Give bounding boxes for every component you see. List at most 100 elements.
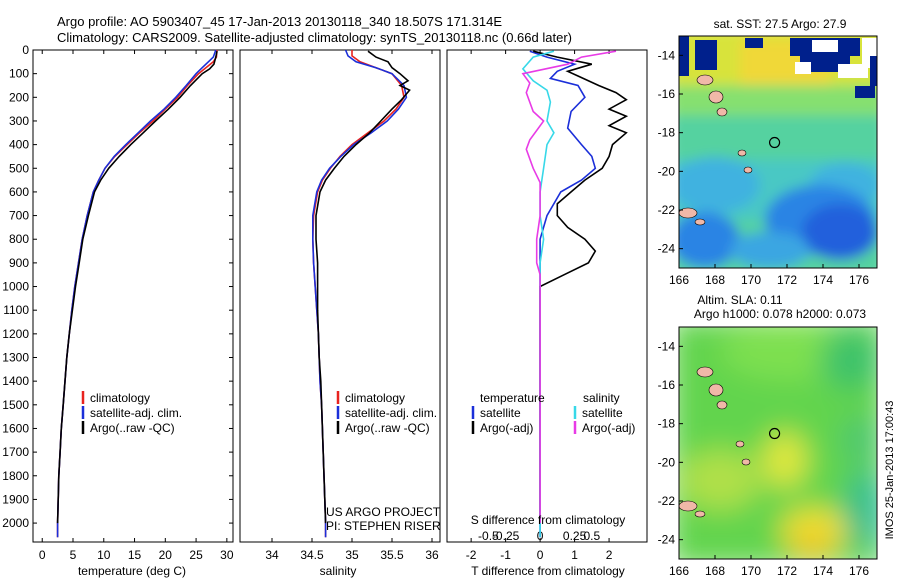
x-tick-label: -1 — [500, 548, 511, 562]
x-tick-label: 36 — [425, 548, 439, 562]
difference-xlabel-top: S difference from climatology — [471, 513, 626, 527]
pi-annotation: PI: STEPHEN RISER — [326, 519, 441, 533]
map-y-tick-label: -14 — [658, 339, 676, 353]
map-x-tick-label: 170 — [741, 564, 761, 578]
map-y-tick-label: -20 — [658, 164, 676, 178]
y-tick-label: 200 — [9, 90, 29, 104]
y-tick-label: 1900 — [2, 492, 29, 506]
difference-panel: -2 -1 0 1 2-0.25 0 0.25-0.5 0.5 T difference fr… — [446, 49, 648, 578]
map-y-tick-label: -24 — [658, 242, 676, 256]
map-x-tick-label: 172 — [777, 564, 797, 578]
series-line-salinity-argo — [521, 50, 617, 524]
x-tick-label: 35.5 — [380, 548, 404, 562]
map-y-tick-label: -18 — [658, 126, 676, 140]
legend-label-salinity-argo: Argo(-adj) — [582, 421, 635, 435]
project-annotation: US ARGO PROJECT — [326, 505, 441, 519]
x-tick-label: 5 — [70, 548, 77, 562]
legend-label-climatology: climatology — [345, 391, 405, 405]
map-x-tick-label: 170 — [741, 273, 761, 287]
series-line-temperature-satellite — [529, 50, 597, 538]
sst-map-frame — [678, 35, 878, 269]
sst-field-background — [679, 36, 877, 268]
map-y-tick-label: -22 — [658, 203, 676, 217]
s-tick-label: 0.25 — [563, 529, 587, 543]
salinity-panel: 34 34.5 35 35.5 36 salinity climatology sate… — [239, 49, 441, 578]
sla-map-frame — [678, 326, 878, 560]
x-tick-label: 15 — [128, 548, 142, 562]
y-tick-label: 0 — [22, 43, 29, 57]
x-tick-label: 30 — [220, 548, 234, 562]
y-tick-label: 1400 — [2, 374, 29, 388]
legend-label-salinity-satellite: satellite — [582, 406, 623, 420]
legend-label-temperature-satellite: satellite — [480, 406, 521, 420]
map-y-tick-label: -16 — [658, 87, 676, 101]
y-tick-label: 700 — [9, 209, 29, 223]
s-tick-label: 0.5 — [583, 529, 600, 543]
y-tick-label: 600 — [9, 185, 29, 199]
sst-islands — [679, 74, 753, 226]
x-tick-label: 2 — [606, 548, 613, 562]
x-tick-label: 20 — [159, 548, 173, 562]
y-tick-label: 900 — [9, 256, 29, 270]
sst-map-ticks: 166 168 170 172 174 176 -14 -16 -18 -20 -22 -24 — [658, 48, 870, 287]
difference-xlabel: T difference from climatology — [471, 564, 625, 578]
sst-map: sat. SST: 27.5 Argo: 27.9 — [658, 17, 878, 287]
timestamp: IMOS 25-Jan-2013 17:00:43 — [884, 401, 896, 540]
temperature-xlabel: temperature (deg C) — [78, 564, 186, 578]
temperature-x-ticks: 0 5 10 15 20 25 30 — [39, 50, 234, 562]
map-y-tick-label: -24 — [658, 533, 676, 547]
x-tick-label: 0 — [39, 548, 46, 562]
y-tick-label: 1800 — [2, 469, 29, 483]
y-tick-label: 1200 — [2, 327, 29, 341]
sla-islands — [679, 366, 751, 518]
map-x-tick-label: 174 — [813, 564, 833, 578]
legend-label-climatology: climatology — [90, 391, 150, 405]
difference-legend: temperature salinity satellite Argo(-adj… — [471, 391, 635, 435]
y-tick-label: 1500 — [2, 398, 29, 412]
map-y-tick-label: -14 — [658, 48, 676, 62]
map-y-tick-label: -22 — [658, 494, 676, 508]
salinity-legend: climatology satellite-adj. clim. Argo(..… — [336, 391, 437, 435]
sst-missing-data — [679, 36, 877, 98]
difference-lines — [521, 50, 629, 538]
difference-x-ticks: -2 -1 0 1 2-0.25 0 0.25-0.5 0.5 — [466, 50, 613, 562]
x-tick-label: -2 — [466, 548, 477, 562]
x-tick-label: 25 — [189, 548, 203, 562]
legend-header-salinity: salinity — [583, 391, 620, 405]
map-x-tick-label: 168 — [705, 564, 725, 578]
legend-label-argo: Argo(..raw -QC) — [345, 421, 430, 435]
salinity-lines — [311, 49, 411, 538]
s-tick-label: -0.5 — [478, 529, 499, 543]
map-x-tick-label: 166 — [669, 564, 689, 578]
title-line-2: Climatology: CARS2009. Satellite-adjuste… — [57, 30, 572, 45]
x-tick-label: 10 — [97, 548, 111, 562]
series-line-temperature-argo — [533, 50, 629, 524]
series-line-argo — [315, 50, 411, 524]
y-tick-label: 300 — [9, 114, 29, 128]
s-tick-label: -0.25 — [492, 529, 520, 543]
salinity-x-ticks: 34 34.5 35 35.5 36 — [265, 50, 439, 562]
map-x-tick-label: 176 — [849, 564, 869, 578]
legend-label-argo: Argo(..raw -QC) — [90, 421, 175, 435]
legend-label-temperature-argo: Argo(-adj) — [480, 421, 533, 435]
map-x-tick-label: 166 — [669, 273, 689, 287]
sla-field-background — [679, 327, 877, 559]
y-tick-label: 1700 — [2, 445, 29, 459]
y-tick-label: 500 — [9, 161, 29, 175]
x-tick-label: 34 — [265, 548, 279, 562]
sla-map: Altim. SLA: 0.11 Argo h1000: 0.078 h2000… — [658, 293, 878, 578]
map-x-tick-label: 176 — [849, 273, 869, 287]
sla-map-ticks: 166 168 170 172 174 176 -14 -16 -18 -20 -22 -24 — [658, 339, 870, 578]
y-tick-label: 2000 — [2, 516, 29, 530]
title-line-1: Argo profile: AO 5903407_45 17-Jan-2013 … — [57, 14, 502, 29]
temperature-frame — [32, 49, 234, 543]
y-tick-label: 1300 — [2, 351, 29, 365]
y-tick-label: 400 — [9, 138, 29, 152]
legend-header-temperature: temperature — [480, 391, 545, 405]
x-tick-label: 0 — [537, 548, 544, 562]
temperature-lines — [56, 49, 218, 538]
temperature-panel: 0 5 10 15 20 25 30 010020030040050060070080090… — [2, 43, 647, 578]
temperature-legend: climatology satellite-adj. clim. Argo(..… — [81, 391, 182, 435]
salinity-frame — [239, 49, 441, 543]
x-tick-label: 1 — [571, 548, 578, 562]
